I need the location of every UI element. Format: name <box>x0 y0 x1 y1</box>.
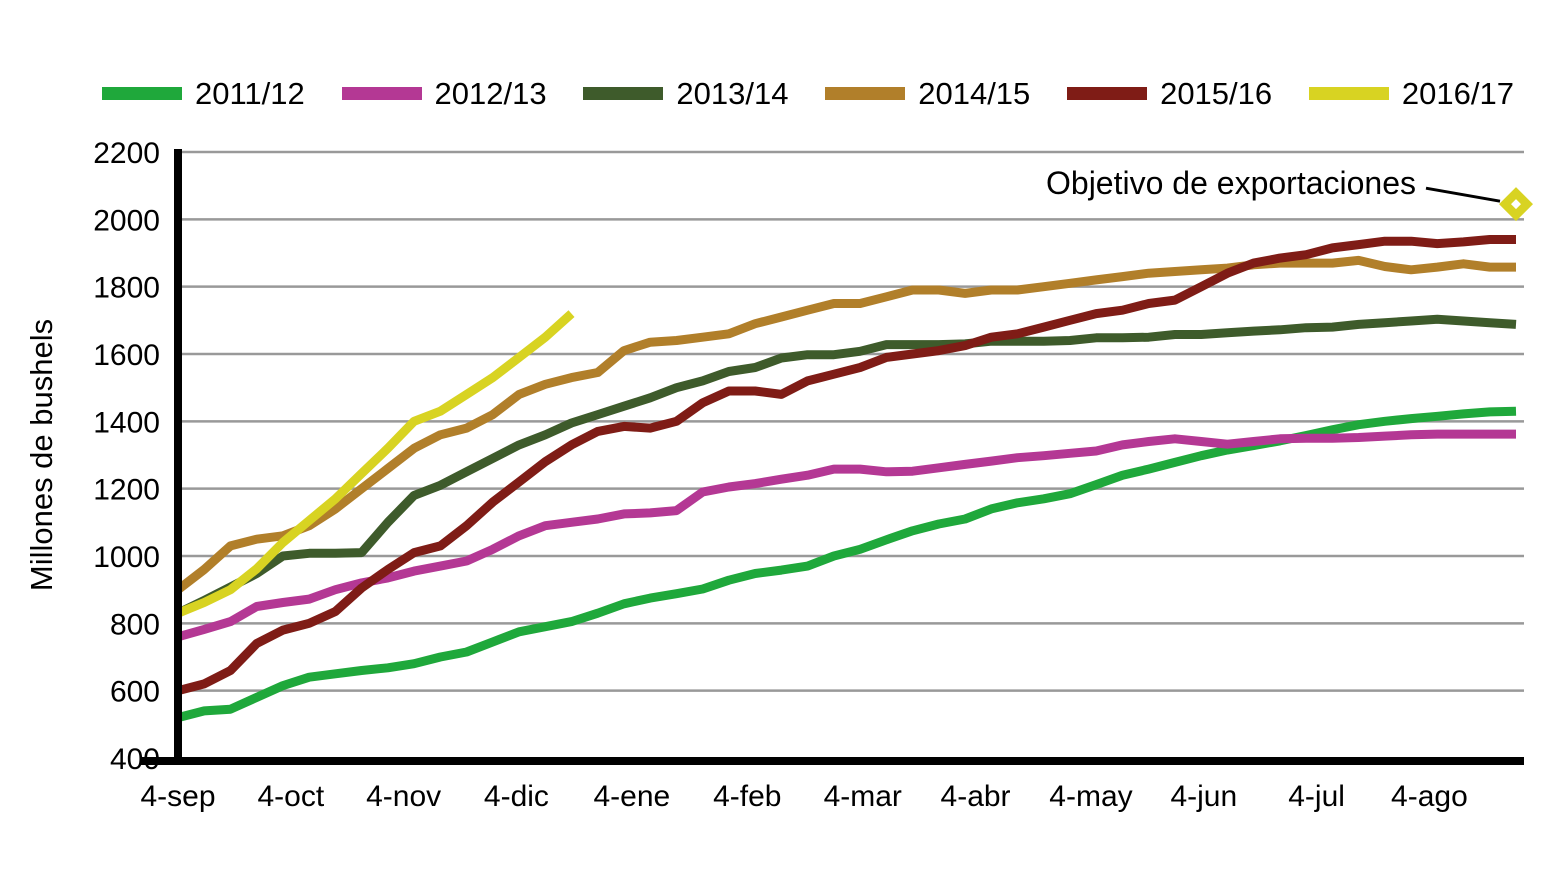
x-tick-label-4-mar: 4-mar <box>824 780 902 813</box>
series-line-2015-16 <box>176 235 1516 696</box>
legend-item-2012-13: 2012/13 <box>341 76 547 111</box>
x-tick-label-4-sep: 4-sep <box>140 780 215 813</box>
annotation-label: Objetivo de exportaciones <box>1046 165 1416 201</box>
legend-swatch-2014-15 <box>825 87 906 100</box>
x-tick-label-4-nov: 4-nov <box>366 780 441 813</box>
x-tick-label-4-jun: 4-jun <box>1170 780 1237 813</box>
legend-label-2011-12: 2011/12 <box>195 76 305 111</box>
legend-label-2016-17: 2016/17 <box>1401 76 1514 111</box>
y-tick-label-1000: 1000 <box>93 541 160 574</box>
legend-label-2014-15: 2014/15 <box>918 76 1031 111</box>
y-tick-label-1800: 1800 <box>93 272 160 305</box>
export-target-diamond-center <box>1511 199 1521 210</box>
legend-item-2014-15: 2014/15 <box>825 78 1030 109</box>
legend-item-2015-16: 2015/16 <box>1067 78 1272 109</box>
x-tick-label-4-ago: 4-ago <box>1391 780 1468 813</box>
y-tick-label-2200: 2200 <box>93 137 160 170</box>
legend-label-2012-13: 2012/13 <box>434 76 547 111</box>
y-tick-label-2000: 2000 <box>93 204 160 237</box>
legend-item-2011-12: 2011/12 <box>102 78 305 109</box>
annotation-callout-line <box>1425 186 1501 203</box>
x-tick-label-4-oct: 4-oct <box>257 780 324 813</box>
legend-label-2015-16: 2015/16 <box>1160 76 1273 111</box>
legend-swatch-2012-13 <box>341 87 422 100</box>
y-tick-label-1200: 1200 <box>93 474 160 507</box>
x-tick-label-4-ene: 4-ene <box>594 780 671 813</box>
x-tick-label-4-may: 4-may <box>1049 780 1132 813</box>
y-axis-line <box>174 149 182 762</box>
series-line-2014-15 <box>175 255 1516 594</box>
y-tick-label-1400: 1400 <box>93 406 160 439</box>
chart-legend: 2011/12 2012/13 2013/14 2014/15 2015/16 2016/… <box>102 78 1514 109</box>
legend-swatch-2011-12 <box>102 87 182 100</box>
y-tick-label-800: 800 <box>110 608 160 641</box>
legend-swatch-2015-16 <box>1067 87 1148 100</box>
x-tick-label-4-jul: 4-jul <box>1288 780 1345 813</box>
legend-swatch-2016-17 <box>1308 87 1389 100</box>
x-tick-label-4-dic: 4-dic <box>484 780 549 813</box>
y-tick-label-600: 600 <box>110 676 160 709</box>
legend-item-2013-14: 2013/14 <box>583 78 788 109</box>
legend-label-2013-14: 2013/14 <box>676 76 789 111</box>
series-line-2013-14 <box>176 314 1517 618</box>
x-tick-label-4-abr: 4-abr <box>941 780 1011 813</box>
x-tick-label-4-feb: 4-feb <box>713 780 781 813</box>
series-line-2016-17 <box>176 310 575 618</box>
x-axis-line <box>140 757 1524 765</box>
series-line-2012-13 <box>176 429 1516 642</box>
legend-swatch-2013-14 <box>583 87 664 100</box>
legend-item-2016-17: 2016/17 <box>1308 76 1514 111</box>
y-tick-label-1600: 1600 <box>93 339 160 372</box>
